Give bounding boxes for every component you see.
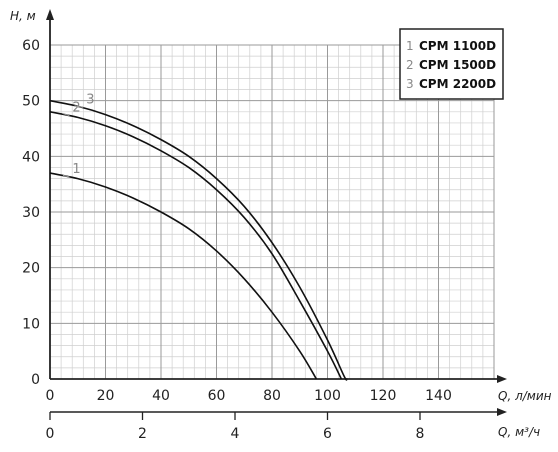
curve-label-3: 3 — [86, 92, 94, 107]
x2-tick-label: 8 — [416, 426, 425, 442]
curve-2 — [49, 111, 343, 380]
y-tick-label: 0 — [31, 372, 40, 388]
curve-1 — [49, 172, 318, 380]
x-tick-label: 140 — [425, 388, 452, 404]
x2-tick-label: 0 — [46, 426, 55, 442]
legend-item-label: CPM 1100D — [419, 39, 496, 53]
x2-tick-label: 2 — [138, 426, 147, 442]
x-tick-label: 0 — [46, 388, 55, 404]
curve-label-1: 1 — [72, 162, 80, 177]
x-tick-label: 120 — [370, 388, 397, 404]
x-axis-title: Q, л/мин — [498, 389, 552, 403]
curve-3 — [49, 99, 348, 381]
y-tick-label: 60 — [22, 38, 40, 54]
curve-label-leader — [62, 174, 70, 178]
legend-item-number: 2 — [406, 58, 414, 72]
x-tick-label: 100 — [314, 388, 341, 404]
y-tick-label: 50 — [22, 94, 40, 110]
legend-item-label: CPM 1500D — [419, 58, 496, 72]
legend-item-label: CPM 2200D — [419, 77, 496, 91]
y-tick-labels: 0 10 20 30 40 50 60 — [22, 38, 40, 388]
curve-label-2: 2 — [72, 101, 80, 116]
x-tick-label: 20 — [97, 388, 115, 404]
y-tick-label: 20 — [22, 261, 40, 277]
x-tick-label: 80 — [263, 388, 281, 404]
y-tick-label: 10 — [22, 316, 40, 332]
x-tick-label: 40 — [152, 388, 170, 404]
x2-axis-title: Q, м³/ч — [498, 425, 540, 439]
legend-items: 1 CPM 1100D 2 CPM 1500D 3 CPM 2200D — [406, 39, 496, 91]
x2-tick-label: 4 — [231, 426, 240, 442]
x-tick-labels: 0 20 40 60 80 100 120 140 — [46, 388, 452, 404]
curve-labels: 1 23 — [62, 92, 95, 178]
y-axis-title: H, м — [10, 9, 36, 23]
curves — [49, 99, 348, 381]
curve-label-leader — [74, 105, 84, 108]
legend: 1 CPM 1100D 2 CPM 1500D 3 CPM 2200D — [399, 28, 504, 100]
x2-tick-labels: 0 2 4 6 8 — [46, 412, 425, 442]
y-tick-label: 40 — [22, 149, 40, 165]
legend-box — [399, 28, 504, 100]
curve-label-leader — [62, 112, 70, 117]
legend-item-number: 3 — [406, 77, 414, 91]
y-axis-arrow — [46, 9, 54, 20]
x2-tick-label: 6 — [323, 426, 332, 442]
legend-item-number: 1 — [406, 39, 414, 53]
y-tick-label: 30 — [22, 205, 40, 221]
x-tick-label: 60 — [208, 388, 226, 404]
x-axis-arrow — [497, 375, 507, 383]
x2-axis-arrow — [497, 408, 507, 416]
